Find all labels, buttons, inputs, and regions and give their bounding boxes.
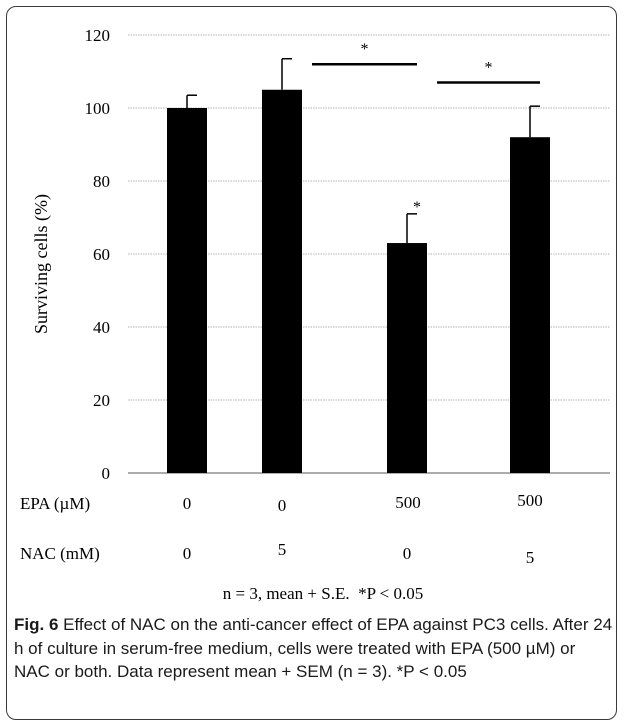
y-tick-label: 40: [93, 318, 110, 337]
condition-value: 500: [395, 493, 421, 512]
caption-text: Effect of NAC on the anti-cancer effect …: [14, 615, 613, 681]
condition-label: EPA (µM): [20, 494, 90, 513]
condition-value: 0: [278, 496, 287, 515]
error-bars: [186, 57, 540, 244]
y-tick-labels: 0 20 40 60 80 100 120: [85, 26, 111, 483]
y-axis-label: Surviving cells (%): [31, 194, 52, 334]
condition-value: 0: [183, 544, 192, 563]
caption-lead: Fig. 6: [14, 615, 59, 634]
significance-star: *: [361, 41, 369, 58]
y-tick-label: 20: [93, 391, 110, 410]
bar: [262, 89, 302, 473]
bar-annotations: *: [413, 199, 421, 216]
y-tick-label: 120: [85, 26, 111, 45]
condition-value: 500: [517, 491, 543, 510]
y-tick-label: 80: [93, 172, 110, 191]
condition-label: NAC (mM): [20, 544, 100, 563]
condition-value: 0: [183, 494, 192, 513]
significance-star: *: [485, 59, 493, 76]
y-tick-label: 0: [102, 464, 111, 483]
stats-note: n = 3, mean + S.E. *P < 0.05: [223, 584, 424, 603]
significance-brackets: **: [312, 41, 540, 84]
condition-table: EPA (µM) 0 0 500 500 NAC (mM) 0 5 0 5: [20, 491, 543, 567]
condition-value: 5: [278, 540, 287, 559]
figure-caption: Fig. 6 Effect of NAC on the anti-cancer …: [14, 613, 614, 684]
bar: [510, 137, 550, 473]
y-tick-label: 100: [85, 99, 111, 118]
condition-value: 5: [526, 548, 535, 567]
bars: [167, 89, 550, 473]
bar-annotation: *: [413, 199, 421, 216]
bar: [387, 243, 427, 473]
bar: [167, 108, 207, 473]
condition-value: 0: [403, 544, 412, 563]
y-tick-label: 60: [93, 245, 110, 264]
